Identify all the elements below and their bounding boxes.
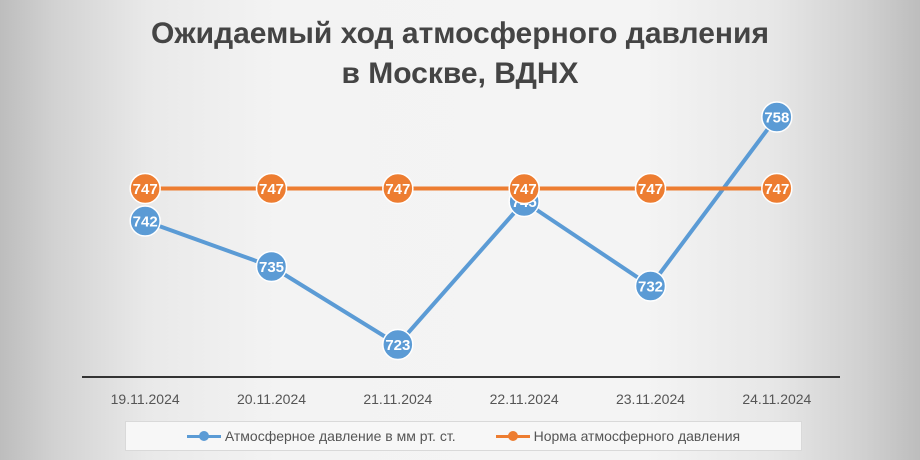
data-label-0: 732 [638, 279, 663, 296]
data-label-0: 735 [259, 259, 284, 276]
data-point-1 [382, 172, 414, 205]
chart-legend: Атмосферное давление в мм рт. ст. Норма … [125, 421, 802, 451]
x-tick-label: 23.11.2024 [616, 391, 685, 407]
data-label-0: 723 [385, 337, 410, 354]
legend-label-pressure: Атмосферное давление в мм рт. ст. [224, 428, 456, 444]
data-point-1 [634, 172, 667, 205]
data-label-1: 747 [259, 181, 284, 198]
data-label-1: 747 [512, 181, 537, 198]
chart-title-line-2: в Москве, ВДНХ [341, 57, 579, 90]
data-label-1: 747 [133, 181, 158, 198]
legend-key-norm [495, 430, 530, 442]
data-label-1: 747 [764, 181, 789, 198]
data-point-0 [382, 328, 414, 361]
data-label-0: 742 [133, 214, 158, 231]
legend-key-pressure [186, 430, 221, 442]
legend-item-norm: Норма атмосферного давления [495, 428, 741, 444]
data-point-1 [761, 172, 793, 205]
data-point-0 [129, 205, 161, 237]
x-tick-label: 22.11.2024 [490, 391, 559, 407]
x-tick-label: 20.11.2024 [237, 391, 306, 407]
legend-label-norm: Норма атмосферного давления [533, 428, 741, 444]
legend-item-pressure: Атмосферное давление в мм рт. ст. [186, 428, 456, 444]
data-point-1 [255, 172, 288, 205]
x-tick-label: 21.11.2024 [363, 391, 432, 407]
chart-title-line-1: Ожидаемый ход атмосферного давления [151, 17, 769, 50]
data-point-0 [761, 101, 793, 133]
data-point-0 [634, 270, 667, 302]
x-tick-label: 19.11.2024 [111, 391, 180, 407]
data-label-1: 747 [638, 181, 663, 198]
data-label-1: 747 [385, 181, 410, 198]
x-tick-label: 24.11.2024 [742, 391, 811, 407]
data-point-0 [255, 250, 288, 283]
data-point-1 [129, 172, 161, 205]
data-label-0: 758 [764, 110, 789, 127]
series-line-0 [143, 115, 779, 347]
data-point-1 [508, 172, 540, 205]
